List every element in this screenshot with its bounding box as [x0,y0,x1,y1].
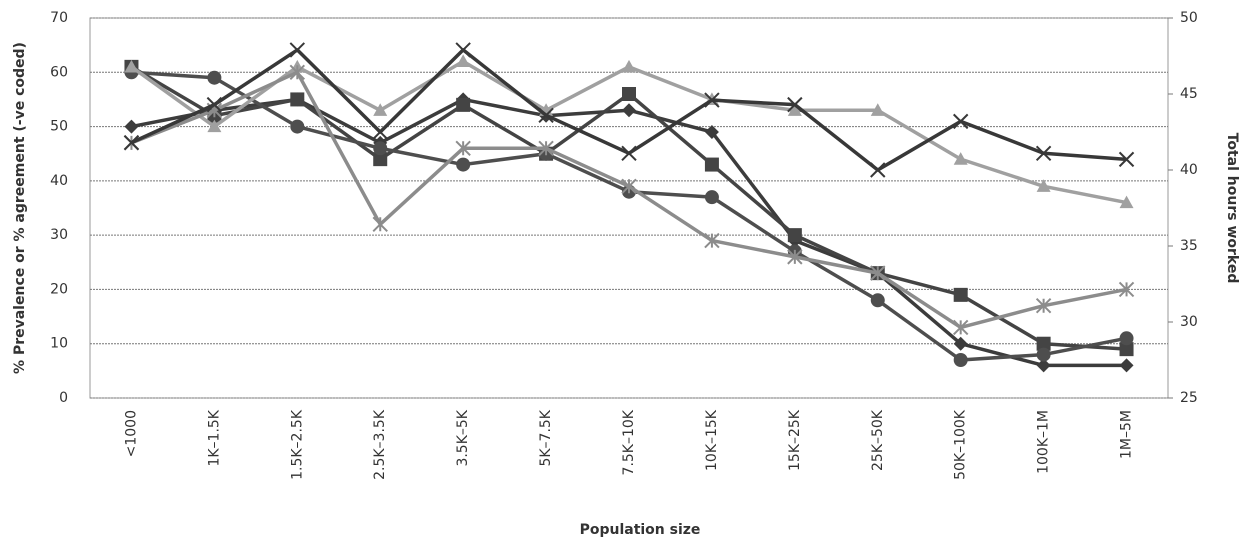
marker [1036,336,1051,351]
marker [1035,298,1052,314]
marker [870,293,885,308]
marker [1035,145,1052,161]
marker [787,249,803,265]
marker [456,157,471,172]
x-tick-label: 2.5K–3.5K [372,409,388,480]
y2-tick-label: 30 [1180,314,1198,330]
y2-tick-label: 25 [1180,390,1198,406]
marker [953,353,968,367]
x-tick-label: <1000 [123,410,139,457]
marker [372,124,388,140]
marker [373,141,388,156]
marker [704,190,719,205]
x-tick-label: 1K–1.5K [206,409,222,466]
marker [207,70,222,85]
x-tick-label: 25K–50K [870,409,886,471]
x-tick-label: 1M–5M [1119,410,1135,459]
marker [290,119,305,134]
y-tick-label: 50 [50,119,68,135]
y-tick-label: 20 [50,281,68,297]
marker [621,178,637,194]
marker [289,64,306,80]
y-tick-label: 0 [59,390,68,406]
marker [289,42,306,58]
marker [953,152,968,165]
marker [1118,151,1135,168]
marker [870,265,886,281]
x-tick-label: 15K–25K [787,409,803,471]
y2-tick-label: 45 [1180,86,1198,102]
marker [456,54,471,68]
marker [952,319,969,336]
y-tick-label: 30 [50,227,68,243]
marker [621,145,637,161]
x-tick-label: 3.5K–5K [455,409,471,466]
marker [622,59,636,73]
marker [455,42,471,58]
marker [123,134,140,151]
marker [1119,195,1134,209]
x-tick-label: 100K–1M [1036,410,1052,474]
y-tick-label: 70 [50,10,68,26]
x-tick-label: 7.5K–10K [621,409,637,475]
y-axis-title: % Prevalence or % agreement (-ve coded) [12,42,28,374]
y2-tick-label: 35 [1180,238,1198,254]
marker [373,103,388,116]
marker [1118,281,1135,298]
marker [207,119,222,133]
marker [704,125,719,139]
marker [1036,358,1051,373]
marker [373,152,388,167]
marker [1119,358,1134,373]
marker [787,103,802,116]
marker [870,162,886,178]
marker [704,92,720,108]
series-line [131,97,1127,368]
marker [456,97,471,112]
marker [953,336,968,351]
x-tick-label: 50K–100K [953,409,969,480]
marker [1119,342,1134,357]
marker [538,107,554,123]
y-tick-label: 60 [50,64,68,80]
x-axis-title: Population size [580,522,701,538]
marker [538,140,554,156]
marker [704,232,720,249]
x-tick-label: 1.5K–2.5K [289,409,305,480]
y2-axis-title: Total hours worked [1224,133,1240,284]
marker [704,157,719,172]
y2-tick-label: 40 [1180,162,1198,178]
marker [124,59,139,73]
marker [952,113,969,130]
marker [622,103,636,118]
marker [290,92,305,107]
marker [870,103,885,116]
marker [124,119,139,134]
x-tick-label: 10K–15K [704,409,720,471]
marker [1119,331,1134,346]
marker [953,287,968,302]
marker [372,216,388,232]
marker [1036,179,1051,192]
y-tick-label: 10 [50,336,68,352]
marker [206,96,223,113]
marker [787,96,803,113]
y-tick-label: 40 [50,173,68,189]
x-tick-label: 5K–7.5K [538,409,554,466]
marker [1036,347,1051,362]
marker [787,228,802,243]
marker [622,87,636,101]
y2-tick-label: 50 [1180,10,1198,26]
marker [455,140,471,156]
plot-area [89,17,1169,399]
